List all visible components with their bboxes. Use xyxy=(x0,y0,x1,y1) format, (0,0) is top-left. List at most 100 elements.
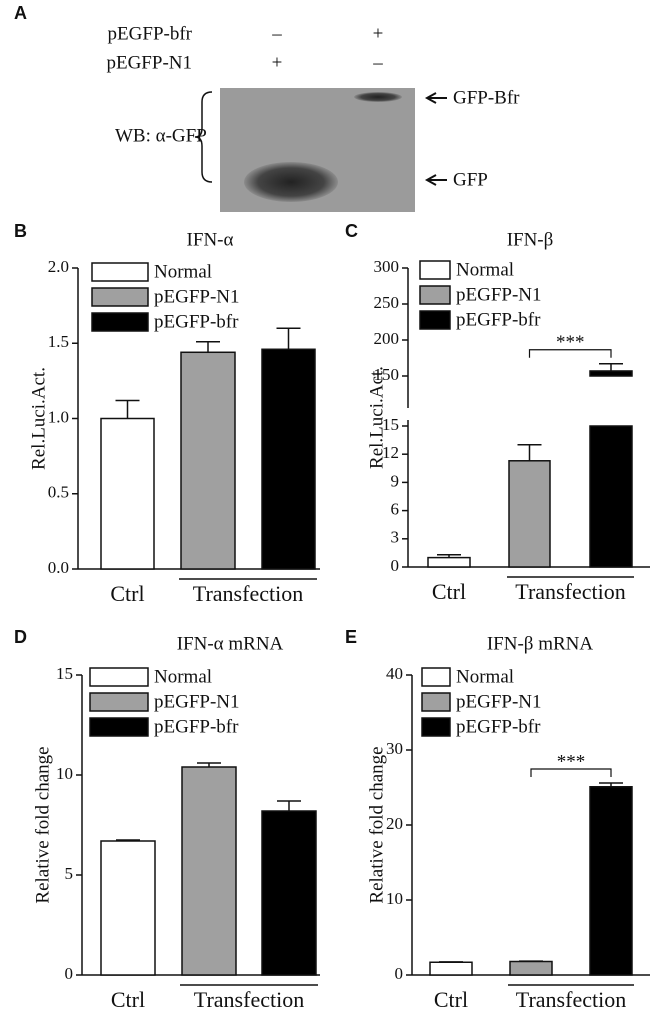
x-group-label: Transfection xyxy=(194,987,304,1012)
arrow xyxy=(424,92,447,104)
y-tick-label: 9 xyxy=(391,471,400,490)
legend-swatch xyxy=(89,717,149,737)
band-label: GFP-Bfr xyxy=(453,87,520,108)
legend-label: pEGFP-bfr xyxy=(456,716,541,737)
legend-label: Normal xyxy=(456,666,514,687)
panel-label: E xyxy=(345,627,357,647)
bar xyxy=(589,786,633,976)
legend-swatch xyxy=(89,667,149,687)
row-label: pEGFP-N1 xyxy=(106,52,192,73)
error-bar xyxy=(276,327,301,350)
error-bar xyxy=(197,762,221,767)
brace xyxy=(194,91,213,183)
legend-swatch xyxy=(421,717,451,737)
legend-label: pEGFP-N1 xyxy=(154,691,240,712)
legend-swatch xyxy=(421,692,451,712)
error-bar xyxy=(196,340,220,353)
bar xyxy=(100,840,156,976)
legend-label: Normal xyxy=(456,259,514,280)
legend-swatch xyxy=(91,287,149,307)
y-tick-label: 10 xyxy=(386,889,403,908)
y-tick-label: 0 xyxy=(395,964,404,983)
bar xyxy=(181,766,237,976)
y-tick-label: 12 xyxy=(382,443,399,462)
legend-label: Normal xyxy=(154,666,212,687)
lane-sign: – xyxy=(271,23,282,44)
y-tick-label: 3 xyxy=(391,528,400,547)
chart-title: IFN-β xyxy=(507,229,554,250)
x-group-label: Transfection xyxy=(193,581,303,606)
error-bar xyxy=(277,800,301,811)
legend-label: pEGFP-N1 xyxy=(456,691,542,712)
arrow xyxy=(424,174,447,186)
y-axis-label: Rel.Luci.Act. xyxy=(366,366,387,469)
y-tick-label: 10 xyxy=(56,764,73,783)
x-group-label: Transfection xyxy=(516,987,626,1012)
y-axis-label: Relative fold change xyxy=(32,746,53,903)
error-bar xyxy=(115,399,140,419)
y-axis-label: Relative fold change xyxy=(366,746,387,903)
significance-label: *** xyxy=(557,751,586,772)
y-tick-label: 30 xyxy=(386,739,403,758)
legend-swatch xyxy=(419,310,451,330)
bar xyxy=(509,960,553,976)
band-label: GFP xyxy=(453,169,488,190)
panel-label: A xyxy=(14,3,27,23)
legend-label: pEGFP-bfr xyxy=(154,716,239,737)
y-tick-label: 1.0 xyxy=(48,407,69,426)
blot-band xyxy=(244,162,338,202)
panel-label: C xyxy=(345,221,358,241)
y-tick-label: 15 xyxy=(56,664,73,683)
legend-label: pEGFP-bfr xyxy=(154,311,239,332)
bar xyxy=(261,810,317,976)
error-bar xyxy=(116,839,140,841)
bar xyxy=(427,556,471,568)
significance-label: *** xyxy=(556,332,585,353)
panel-label: B xyxy=(14,221,27,241)
bar xyxy=(429,961,473,976)
bar xyxy=(180,351,236,570)
x-group-label: Ctrl xyxy=(111,987,145,1012)
bar xyxy=(589,425,633,568)
blot-band xyxy=(354,92,402,102)
y-tick-label: 1.5 xyxy=(48,332,69,351)
y-tick-label: 40 xyxy=(386,664,403,683)
x-group-label: Transfection xyxy=(515,579,625,604)
row-label: pEGFP-bfr xyxy=(108,23,193,44)
bar xyxy=(100,417,155,570)
error-bar xyxy=(437,554,461,558)
y-tick-label: 200 xyxy=(374,329,400,348)
legend-swatch xyxy=(89,692,149,712)
legend-swatch xyxy=(419,285,451,305)
y-tick-label: 15 xyxy=(382,415,399,434)
y-tick-label: 2.0 xyxy=(48,257,69,276)
x-group-label: Ctrl xyxy=(432,579,466,604)
legend-label: pEGFP-bfr xyxy=(456,309,541,330)
legend-swatch xyxy=(419,260,451,280)
x-group-label: Ctrl xyxy=(434,987,468,1012)
chart-title: IFN-α mRNA xyxy=(177,633,284,654)
error-bar xyxy=(599,782,623,787)
y-axis-label: Rel.Luci.Act. xyxy=(28,367,49,470)
y-tick-label: 5 xyxy=(65,864,74,883)
chart-title: IFN-β mRNA xyxy=(487,633,594,654)
y-tick-label: 0.0 xyxy=(48,558,69,577)
bar xyxy=(508,460,551,568)
legend-swatch xyxy=(421,667,451,687)
lane-sign: + xyxy=(272,52,283,73)
y-tick-label: 0 xyxy=(65,964,74,983)
chart-title: IFN-α xyxy=(187,229,234,250)
wb-label: WB: α-GFP xyxy=(115,125,207,146)
y-tick-label: 250 xyxy=(374,293,400,312)
bar xyxy=(261,348,316,570)
error-bar xyxy=(599,363,623,371)
legend-swatch xyxy=(91,312,149,332)
error-bar xyxy=(517,444,542,461)
y-tick-label: 6 xyxy=(391,500,400,519)
significance-bracket xyxy=(528,349,612,358)
x-group-label: Ctrl xyxy=(110,581,144,606)
y-tick-label: 300 xyxy=(374,257,400,276)
y-tick-label: 20 xyxy=(386,814,403,833)
y-tick-label: 0 xyxy=(391,556,400,575)
